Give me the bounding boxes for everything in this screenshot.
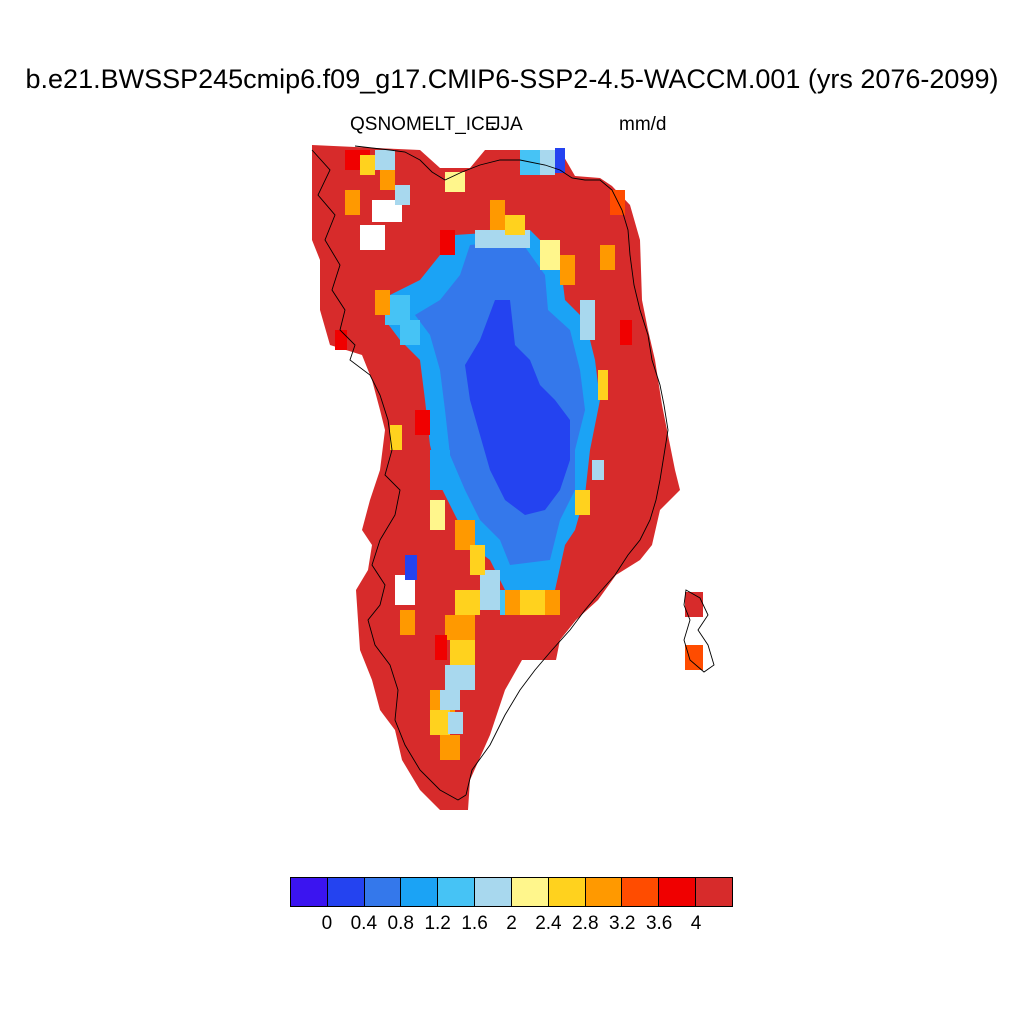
- melt-cell: [435, 635, 447, 660]
- colorbar-swatch: [475, 878, 512, 906]
- colorbar-swatch: [659, 878, 697, 906]
- coastline-east: [354, 145, 669, 796]
- colorbar-label: 0.4: [350, 913, 378, 934]
- melt-cell: [545, 590, 560, 615]
- melt-cell: [620, 320, 632, 345]
- melt-cell: [560, 255, 575, 285]
- colorbar: [290, 877, 733, 907]
- colorbar-label: 2.8: [572, 913, 599, 934]
- melt-cell: [520, 150, 540, 175]
- melt-cell: [540, 240, 560, 270]
- colorbar-swatch: [622, 878, 660, 906]
- colorbar-swatch: [548, 878, 586, 906]
- colorbar-swatch: [327, 878, 365, 906]
- melt-cell: [380, 170, 395, 190]
- colorbar-swatch: [696, 878, 732, 906]
- melt-cell: [505, 590, 520, 615]
- melt-cell: [600, 245, 615, 270]
- plot-title: b.e21.BWSSP245cmip6.f09_g17.CMIP6-SSP2-4…: [25, 64, 999, 94]
- melt-cell: [455, 590, 480, 615]
- melt-cell: [555, 148, 565, 173]
- melt-cell: [580, 300, 595, 340]
- melt-cell: [440, 735, 460, 760]
- variable-label: QSNOMELT_ICE: [350, 114, 498, 135]
- colorbar-label: 2.4: [535, 913, 562, 934]
- melt-cell: [470, 545, 485, 575]
- colorbar-label: 0: [321, 913, 333, 934]
- melt-cell: [455, 520, 475, 550]
- coastline: [311, 145, 715, 801]
- coastline-iceland: [683, 589, 715, 673]
- melt-cell: [345, 190, 360, 215]
- melt-cell: [400, 320, 420, 345]
- colorbar-label: 4: [690, 913, 702, 934]
- melt-cell: [505, 215, 525, 235]
- melt-cell: [490, 200, 505, 230]
- melt-cell: [400, 610, 415, 635]
- colorbar-swatch: [291, 878, 328, 906]
- no-data-cell: [372, 200, 402, 222]
- season-label: JJA: [491, 114, 523, 135]
- melt-cell: [575, 490, 590, 515]
- melt-cell: [448, 712, 463, 734]
- colorbar-swatch: [585, 878, 623, 906]
- colorbar-swatch: [511, 878, 549, 906]
- melt-cell: [445, 172, 465, 192]
- melt-cell: [445, 665, 475, 690]
- melt-cell: [540, 150, 555, 175]
- melt-cell: [395, 185, 410, 205]
- melt-cell: [335, 330, 347, 350]
- iceland-cell: [685, 592, 703, 617]
- melt-cell: [445, 615, 475, 640]
- colorbar-swatch: [364, 878, 402, 906]
- melt-cell: [598, 370, 608, 400]
- iceland-cell: [685, 645, 703, 670]
- melt-cell: [415, 410, 430, 435]
- no-data-cell: [395, 575, 415, 605]
- melt-cell: [390, 425, 402, 450]
- melt-cell: [440, 230, 455, 255]
- core-deep-blue: [465, 300, 570, 515]
- melt-cell: [405, 555, 417, 580]
- colorbar-label: 1.6: [461, 913, 488, 934]
- melt-grid: [312, 145, 703, 810]
- melt-cell: [430, 450, 450, 490]
- melt-cell: [430, 500, 445, 530]
- units-label: mm/d: [619, 114, 667, 135]
- coastline-west: [311, 149, 467, 801]
- colorbar-label: 1.2: [424, 913, 451, 934]
- melt-cell: [440, 690, 460, 710]
- colorbar-swatch: [438, 878, 476, 906]
- melt-cell: [375, 150, 395, 170]
- colorbar-label: 2: [506, 913, 517, 934]
- colorbar-swatch: [401, 878, 439, 906]
- melt-cell: [375, 290, 390, 315]
- melt-cell: [360, 155, 375, 175]
- melt-cell: [430, 710, 450, 735]
- colorbar-label: 3.2: [609, 913, 636, 934]
- melt-cell: [480, 570, 500, 610]
- melt-cell: [592, 460, 604, 480]
- colorbar-label: 0.8: [387, 913, 414, 934]
- colorbar-label: 3.6: [645, 913, 673, 934]
- no-data-cell: [360, 225, 385, 250]
